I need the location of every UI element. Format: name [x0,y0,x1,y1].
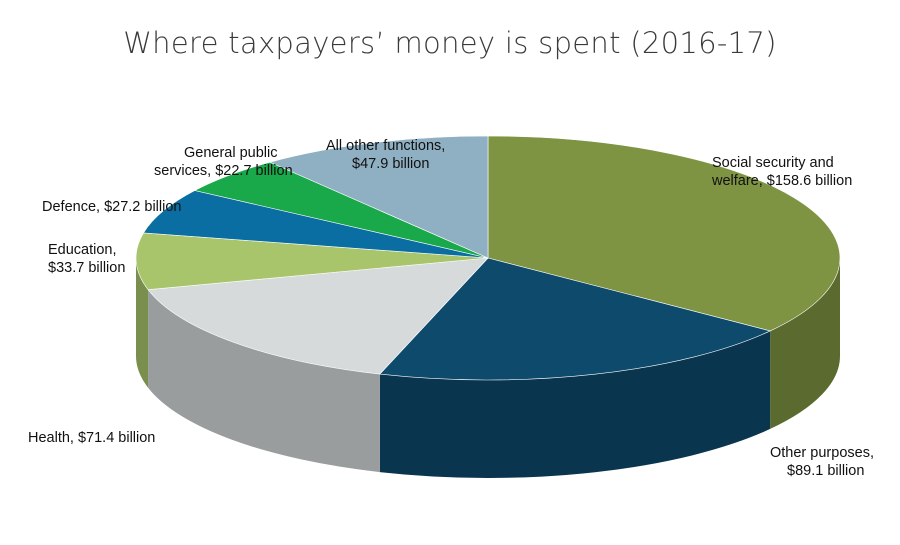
pie-tops [135,135,841,381]
pie-side-social-security-and [770,258,840,429]
slice-label-health-71-4-billion: Health, $71.4 billion [28,430,155,446]
pie-slice-other-purposes [379,257,772,381]
slice-label-education: Education, $33.7 billion [48,242,125,276]
slice-label-defence-27-2-billion: Defence, $27.2 billion [42,199,181,215]
pie-slice-defence-27-2-billion [143,190,489,259]
pie-sides [136,258,840,478]
slice-label-general-public: General public services, $22.7 billion [154,145,293,179]
slice-label-social-security-and: Social security and welfare, $158.6 billi… [711,155,852,189]
pie-side-other-purposes [379,330,771,478]
pie-side-health-71-4-billion [148,289,380,473]
pie-side-education [136,258,149,388]
pie-slice-all-other-functions [269,135,489,259]
pie-slice-health-71-4-billion [147,257,489,375]
pie-slice-education [135,232,489,291]
pie-slice-social-security-and [487,135,841,332]
chart-title: Where taxpayers’ money is spent (2016-17… [123,26,777,60]
slice-label-all-other-functions: All other functions, $47.9 billion [326,138,445,172]
slice-label-other-purposes: Other purposes, $89.1 billion [770,445,874,479]
pie-labels: Social security and welfare, $158.6 billi… [28,138,874,479]
